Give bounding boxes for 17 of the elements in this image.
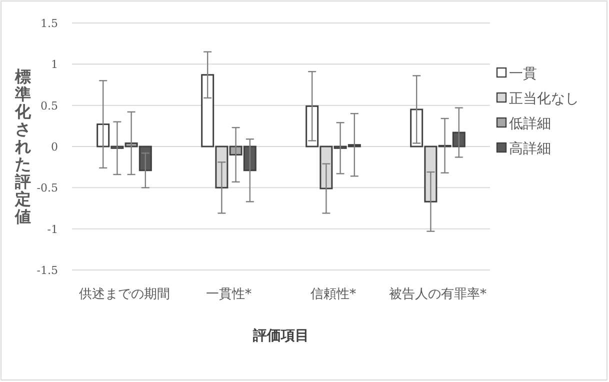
- text: 標準化された評定値: [15, 66, 31, 226]
- legend-label: 高詳細: [509, 141, 551, 157]
- y-tick-label: 1.5: [40, 17, 58, 30]
- y-tick-label: -1: [47, 222, 58, 236]
- legend-label: 一貫: [509, 66, 537, 82]
- x-tick-label: 供述までの期間: [78, 287, 170, 302]
- x-tick-label: 被告人の有罪率*: [389, 286, 487, 302]
- x-axis-title: 評価項目: [252, 327, 309, 344]
- legend-label: 正当化なし: [509, 91, 579, 107]
- x-tick-label: 信頼性*: [310, 287, 356, 302]
- y-tick-label: 1: [51, 58, 58, 72]
- legend-label: 低詳細: [509, 116, 551, 132]
- y-tick-label: -0.5: [36, 182, 58, 195]
- y-tick-label: 0.5: [40, 99, 58, 112]
- x-tick-label: 一貫性*: [206, 287, 252, 302]
- y-tick-label: 0: [51, 140, 58, 154]
- y-tick-label: -1.5: [36, 264, 58, 277]
